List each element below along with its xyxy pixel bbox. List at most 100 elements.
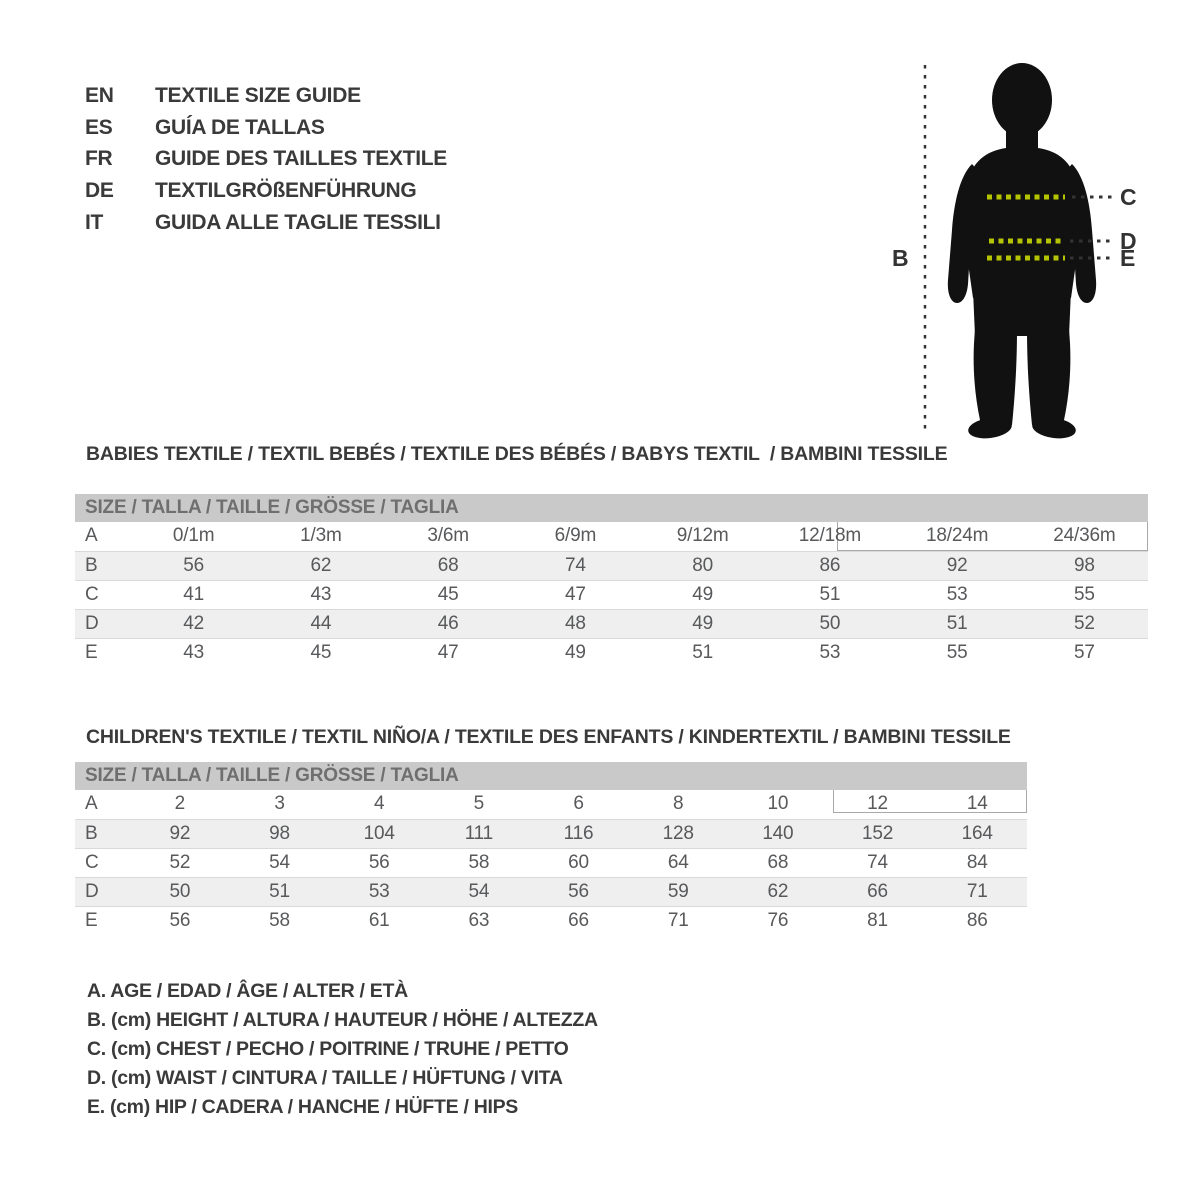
chest-label: C [1120, 184, 1137, 210]
size-cell: 2 [174, 793, 186, 814]
row-label: E [85, 642, 98, 663]
child-silhouette [947, 63, 1097, 439]
size-cell: 42 [183, 613, 204, 634]
babies-size-table: SIZE / TALLA / TAILLE / GRÖSSE / TAGLIA … [75, 494, 1148, 667]
size-cell: 12 [867, 793, 888, 814]
row-label: B [85, 555, 98, 576]
language-row: FR GUIDE DES TAILLES TEXTILE [85, 143, 447, 175]
size-cell: 84 [966, 852, 988, 873]
size-cell: 64 [667, 852, 689, 873]
language-title-list: EN TEXTILE SIZE GUIDE ES GUÍA DE TALLAS FR GU… [85, 80, 447, 239]
size-cell: 52 [1074, 613, 1095, 634]
size-cell: 86 [819, 555, 841, 576]
size-cell: 49 [692, 613, 713, 634]
size-cell: 54 [468, 881, 490, 902]
size-cell: 5 [473, 793, 485, 814]
size-cell: 66 [568, 910, 589, 931]
size-cell: 3 [274, 793, 285, 814]
language-code: DE [85, 179, 114, 203]
size-cell: 47 [437, 642, 459, 663]
size-cell: 46 [437, 613, 459, 634]
size-cell: 57 [1074, 642, 1095, 663]
babies-table-body: A 0/1m 1/3m 3/6m 6/9m 9/12m 12/18m 18/24m 24/36m… [75, 522, 1148, 667]
size-cell: 71 [667, 910, 689, 931]
size-cell: 12/18m [798, 525, 861, 546]
size-cell: 116 [563, 823, 594, 844]
children-size-table: SIZE / TALLA / TAILLE / GRÖSSE / TAGLIA … [75, 762, 1027, 935]
language-row: IT GUIDA ALLE TAGLIE TESSILI [85, 207, 447, 239]
language-code: EN [85, 84, 114, 107]
size-cell: 98 [269, 823, 290, 844]
size-cell: 49 [565, 642, 586, 663]
size-cell: 54 [269, 852, 290, 873]
size-cell: 0/1m [172, 525, 215, 546]
children-section-title: CHILDREN'S TEXTILE / TEXTIL NIÑO/A / TEX… [86, 726, 1011, 748]
row-label: D [85, 881, 99, 902]
language-code: FR [85, 147, 113, 171]
size-cell: 4 [373, 793, 385, 814]
size-cell: 81 [867, 910, 888, 931]
table-row: E 56 58 61 63 66 71 76 81 86 [75, 906, 1027, 935]
size-cell: 44 [310, 613, 332, 634]
size-cell: 152 [861, 823, 894, 844]
size-cell: 80 [692, 555, 713, 576]
table-row: B 56 62 68 74 80 86 92 98 [75, 551, 1148, 580]
row-label: C [85, 584, 99, 605]
size-cell: 60 [568, 852, 589, 873]
language-code: IT [85, 210, 104, 234]
size-cell: 164 [961, 823, 993, 844]
size-cell: 56 [368, 852, 390, 873]
legend-line: C. (cm) CHEST / PECHO / POITRINE / TRUHE… [87, 1038, 569, 1060]
size-cell: 63 [468, 910, 490, 931]
size-cell: 43 [183, 642, 204, 663]
language-guide-title: TEXTILGRÖßENFÜHRUNG [155, 179, 417, 203]
table-row: B 92 98 104 111 116 128 140 152 164 [75, 819, 1027, 848]
legend-line: A. AGE / EDAD / ÂGE / ALTER / ETÀ [87, 980, 408, 1002]
size-cell: 140 [762, 823, 794, 844]
row-label: D [85, 613, 99, 634]
size-cell: 6/9m [554, 525, 597, 546]
size-cell: 24/36m [1053, 525, 1116, 546]
table-row: A 0/1m 1/3m 3/6m 6/9m 9/12m 12/18m 18/24m 24/36m [75, 522, 1148, 551]
size-cell: 56 [169, 910, 191, 931]
size-cell: 41 [183, 584, 204, 605]
size-cell: 51 [946, 613, 968, 634]
size-cell: 45 [310, 642, 332, 663]
language-row: ES GUÍA DE TALLAS [85, 112, 447, 144]
table-row: C 41 43 45 47 49 51 53 55 [75, 580, 1148, 609]
table-row: D 42 44 46 48 49 50 51 52 [75, 609, 1148, 638]
size-cell: 86 [966, 910, 988, 931]
size-cell: 8 [673, 793, 684, 814]
measurement-legend: A. AGE / EDAD / ÂGE / ALTER / ETÀ B. (cm)… [87, 977, 598, 1122]
size-cell: 51 [692, 642, 713, 663]
size-cell: 92 [169, 823, 191, 844]
size-cell: 53 [819, 642, 841, 663]
size-cell: 66 [867, 881, 888, 902]
size-cell: 48 [565, 613, 586, 634]
language-code: ES [85, 115, 113, 139]
size-cell: 104 [363, 823, 395, 844]
language-row: EN TEXTILE SIZE GUIDE [85, 80, 447, 112]
size-cell: 55 [1074, 584, 1095, 605]
language-guide-title: GUIDA ALLE TAGLIE TESSILI [155, 210, 441, 234]
child-silhouette-figure: B C D E [850, 40, 1200, 470]
children-table-body: A 2 3 4 5 6 8 10 12 14 B 92 98 104 111 116 128 140 152 164 C… [75, 790, 1027, 935]
row-label: A [85, 793, 98, 814]
size-cell: 53 [946, 584, 968, 605]
height-label: B [892, 245, 909, 271]
legend-line: E. (cm) HIP / CADERA / HANCHE / HÜFTE / … [87, 1096, 519, 1118]
size-cell: 3/6m [427, 525, 469, 546]
size-cell: 47 [565, 584, 586, 605]
table-row: D 50 51 53 54 56 59 62 66 71 [75, 877, 1027, 906]
size-cell: 50 [819, 613, 841, 634]
size-cell: 14 [966, 793, 988, 814]
row-label: C [85, 852, 99, 873]
size-cell: 128 [662, 823, 694, 844]
babies-table-header: SIZE / TALLA / TAILLE / GRÖSSE / TAGLIA [75, 494, 1148, 522]
size-cell: 52 [169, 852, 191, 873]
language-row: DE TEXTILGRÖßENFÜHRUNG [85, 175, 447, 207]
size-cell: 68 [767, 852, 789, 873]
language-guide-title: TEXTILE SIZE GUIDE [155, 84, 361, 107]
size-cell: 56 [183, 555, 204, 576]
